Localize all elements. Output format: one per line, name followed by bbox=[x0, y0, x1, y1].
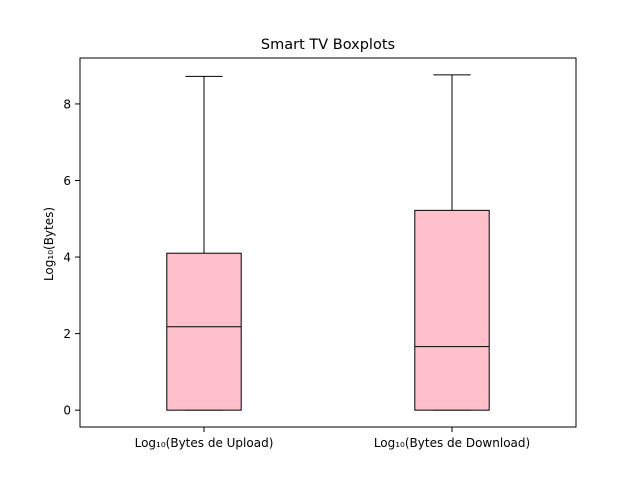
chart-title: Smart TV Boxplots bbox=[261, 37, 395, 53]
y-axis-label: Log₁₀(Bytes) bbox=[42, 207, 56, 281]
chart-marks bbox=[166, 74, 490, 411]
x-tick-label: Log₁₀(Bytes de Upload) bbox=[135, 436, 274, 450]
y-tick-label: 2 bbox=[63, 327, 71, 341]
x-tick-label: Log₁₀(Bytes de Download) bbox=[374, 436, 530, 450]
box-group-2 bbox=[414, 74, 490, 411]
box bbox=[166, 252, 242, 411]
box bbox=[414, 209, 490, 411]
box-group-1 bbox=[166, 75, 242, 411]
x-axis: Log₁₀(Bytes de Upload) Log₁₀(Bytes de Dow… bbox=[135, 427, 530, 450]
y-axis: 0 2 4 6 8 bbox=[63, 97, 80, 418]
plot-frame bbox=[79, 57, 577, 428]
y-tick-label: 0 bbox=[63, 404, 71, 418]
y-tick-label: 4 bbox=[63, 251, 71, 265]
y-tick-label: 8 bbox=[63, 97, 71, 111]
y-tick-label: 6 bbox=[63, 174, 71, 188]
